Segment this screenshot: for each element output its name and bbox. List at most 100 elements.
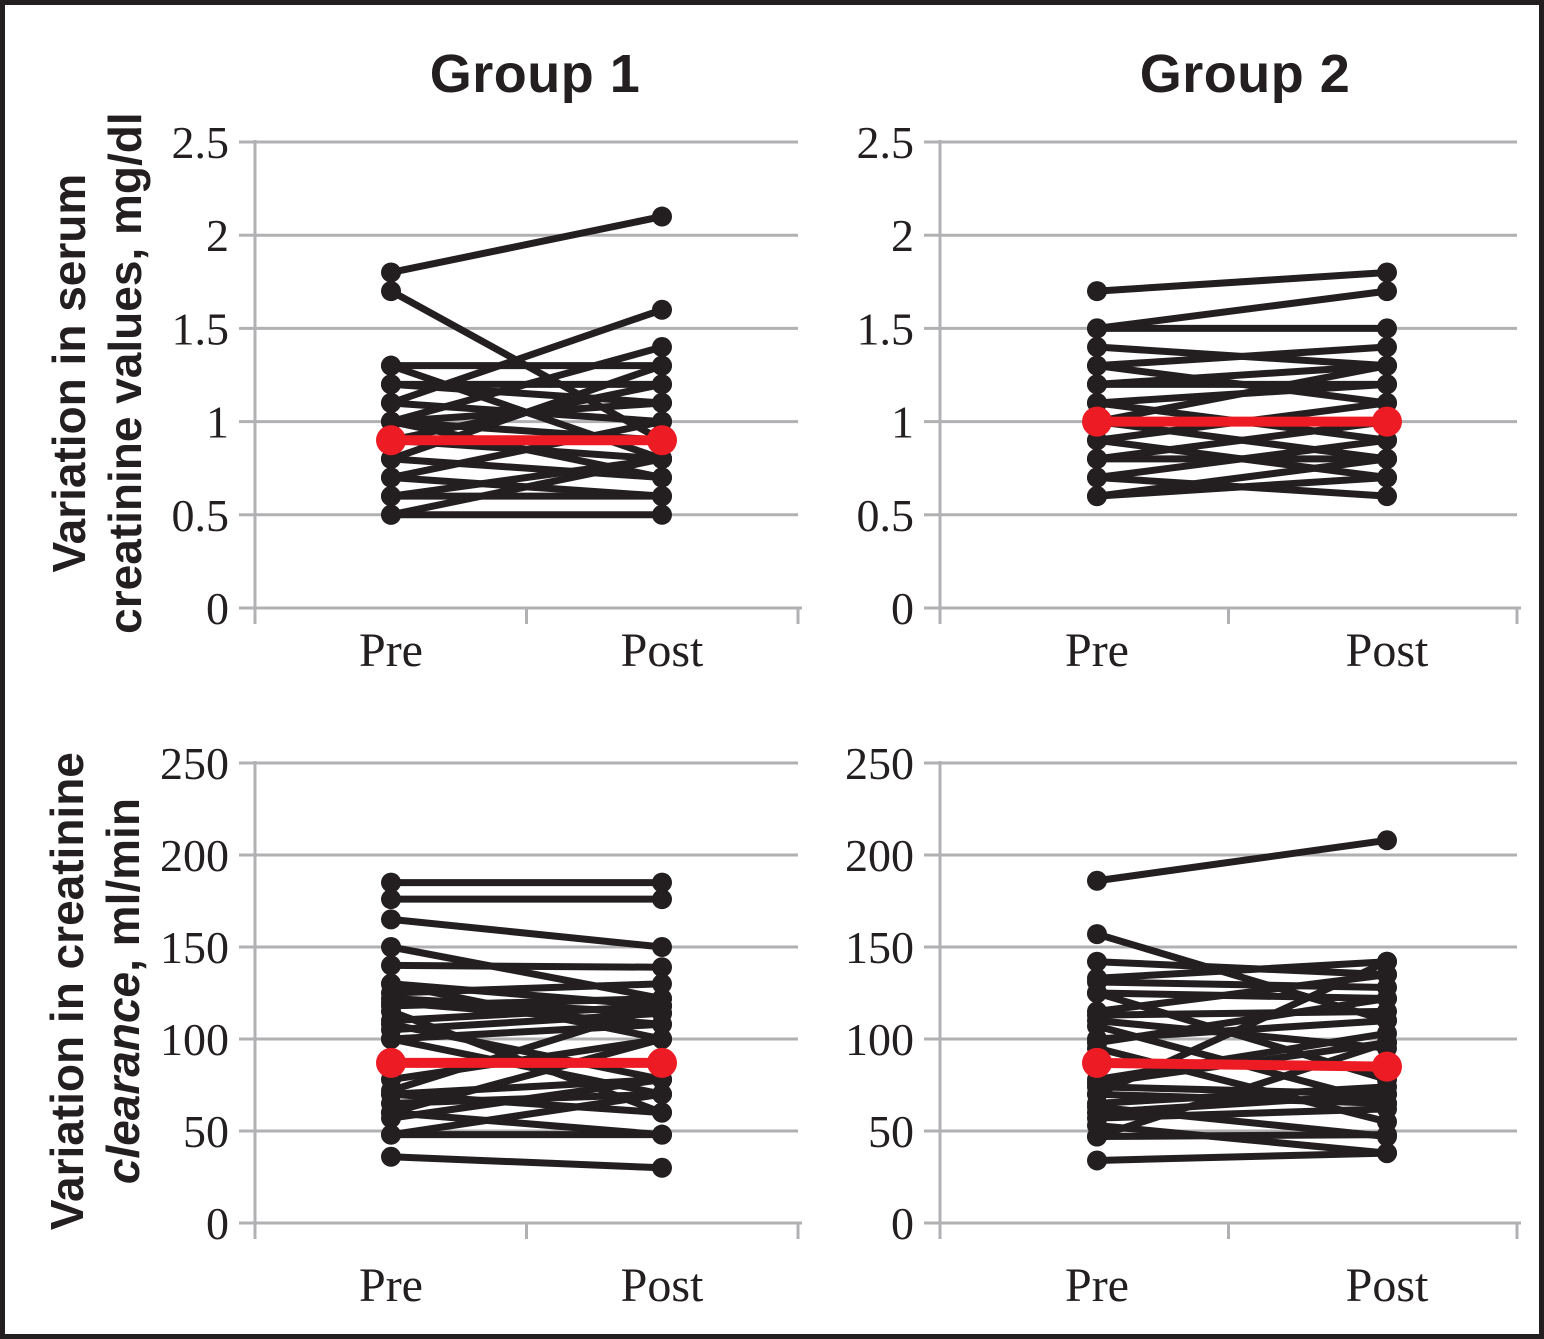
patient-line (387, 1090, 666, 1139)
patient-line (1093, 1121, 1391, 1157)
y-tick-label: 100 (160, 1014, 229, 1065)
patient-dot-pre (1087, 486, 1107, 507)
patient-line (387, 1075, 666, 1098)
patient-dot-post (652, 206, 672, 227)
patient-dot-pre (381, 374, 401, 395)
patient-line (387, 306, 666, 407)
patient-dot-pre (1087, 983, 1107, 1003)
patient-line (1093, 1105, 1391, 1122)
patient-dot-pre (1087, 281, 1107, 302)
patient-dot-pre (381, 1146, 401, 1167)
patient-dot-post (652, 1014, 672, 1035)
mean-line-group (376, 425, 677, 456)
patient-line (387, 995, 666, 1010)
patient-dot-post (652, 355, 672, 376)
patient-lines (1093, 836, 1391, 1164)
mean-dot-pre (1082, 406, 1112, 437)
patient-dot-pre (1087, 870, 1107, 891)
patient-dot-pre (381, 355, 401, 376)
patient-dots (1087, 830, 1397, 1171)
patient-dot-post (1377, 1084, 1397, 1105)
paired-slopegraph-canvas: 0 0.5 1 1.5 2 2.5 Pre Post 0 0.5 1 1.5 2 2.5 Pre Post 0 5… (160, 117, 1521, 1312)
patient-dot-pre (381, 392, 401, 413)
patient-line (387, 1009, 666, 1034)
patient-dot-post (1377, 1032, 1397, 1053)
patient-dot-post (652, 1102, 672, 1123)
panel-serum-group2: 0 0.5 1 1.5 2 2.5 Pre Post (857, 117, 1521, 677)
patient-line (1093, 995, 1391, 1047)
mean-dot-post (647, 1047, 677, 1078)
y-tick-label: 1 (206, 397, 229, 448)
y-tick-label: 2.5 (857, 117, 915, 168)
patient-line (1093, 1149, 1391, 1164)
patient-line (387, 1153, 666, 1172)
patient-line (387, 943, 666, 1003)
patient-dot-pre (1087, 467, 1107, 488)
patient-dot-post (652, 957, 672, 978)
patient-dot-post (652, 337, 672, 358)
patient-dot-post (1377, 830, 1397, 851)
patient-line (1093, 958, 1391, 982)
patient-line (387, 213, 666, 276)
patient-dot-pre (381, 1124, 401, 1145)
patient-line (1093, 1090, 1391, 1117)
patient-line (387, 980, 666, 997)
y-tick-label: 2 (206, 210, 229, 261)
patient-dot-pre (381, 955, 401, 976)
y-tick-label: 0 (206, 1198, 229, 1249)
y-tick-label: 200 (160, 830, 229, 881)
patient-line (387, 343, 666, 426)
patient-line (1093, 362, 1391, 426)
patient-dot-pre (381, 262, 401, 283)
mean-line-group (1082, 406, 1402, 437)
patient-dot-post (652, 973, 672, 994)
patient-line (387, 1075, 666, 1122)
patient-dot-post (652, 937, 672, 957)
patient-line (1093, 1083, 1391, 1107)
mean-dot-pre (376, 1047, 406, 1078)
patient-dot-post (652, 392, 672, 413)
mean-line-group (1082, 1047, 1402, 1082)
patient-line (1093, 1090, 1391, 1107)
patient-dot-post (1377, 281, 1397, 302)
patient-dot-post (652, 486, 672, 507)
patient-dot-post (1377, 1143, 1397, 1164)
patient-lines (1093, 268, 1391, 500)
patient-dot-post (652, 995, 672, 1016)
patient-line (387, 961, 666, 971)
patient-dot-pre (381, 281, 401, 302)
patient-lines (387, 213, 666, 519)
y-tick-label: 200 (845, 830, 914, 881)
patient-dot-pre (1087, 318, 1107, 339)
patient-dot-post (1377, 374, 1397, 395)
patient-line (387, 455, 666, 519)
patient-dot-pre (381, 467, 401, 488)
y-tick-label: 1.5 (172, 303, 230, 354)
patient-line (387, 1109, 666, 1139)
patient-dot-pre (381, 872, 401, 893)
x-category-label-post: Post (621, 1259, 704, 1312)
y-tick-label: 150 (845, 922, 914, 973)
patient-dot-post (1377, 262, 1397, 283)
y-tick-label: 0.5 (857, 490, 915, 541)
mean-dot-pre (1082, 1047, 1112, 1078)
y-tick-label: 0 (891, 583, 914, 634)
patient-dot-post (1377, 988, 1397, 1009)
gridlines-and-yaxis: 0 0.5 1 1.5 2 2.5 (857, 117, 1521, 634)
panel-clearance-group1: 0 50 100 150 200 250 Pre Post (160, 738, 802, 1312)
patient-line (387, 1002, 666, 1025)
patient-dot-pre (381, 909, 401, 930)
patient-dot-post (1377, 467, 1397, 488)
patient-dot-pre (1087, 1126, 1107, 1147)
panel-serum-group1: 0 0.5 1 1.5 2 2.5 Pre Post (172, 117, 802, 677)
x-category-label-pre: Pre (1065, 1259, 1129, 1312)
patient-line (1093, 1131, 1391, 1141)
panel-clearance-group2: 0 50 100 150 200 250 Pre Post (845, 738, 1521, 1312)
patient-dot-post (652, 889, 672, 910)
patient-dot-pre (1087, 355, 1107, 376)
patient-dot-post (1377, 448, 1397, 469)
mean-dot-post (1372, 1051, 1402, 1082)
patient-lines (387, 879, 666, 1172)
y-tick-label: 250 (160, 738, 229, 789)
